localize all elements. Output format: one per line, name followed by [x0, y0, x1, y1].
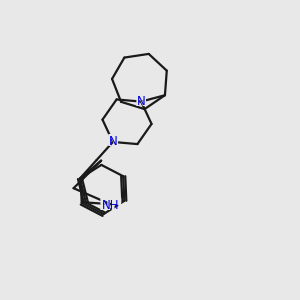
- Text: N: N: [109, 135, 117, 148]
- Text: N: N: [137, 95, 146, 108]
- Text: NH: NH: [102, 199, 119, 212]
- Text: N: N: [135, 94, 147, 109]
- Text: N: N: [107, 134, 119, 149]
- Text: NH: NH: [98, 197, 123, 212]
